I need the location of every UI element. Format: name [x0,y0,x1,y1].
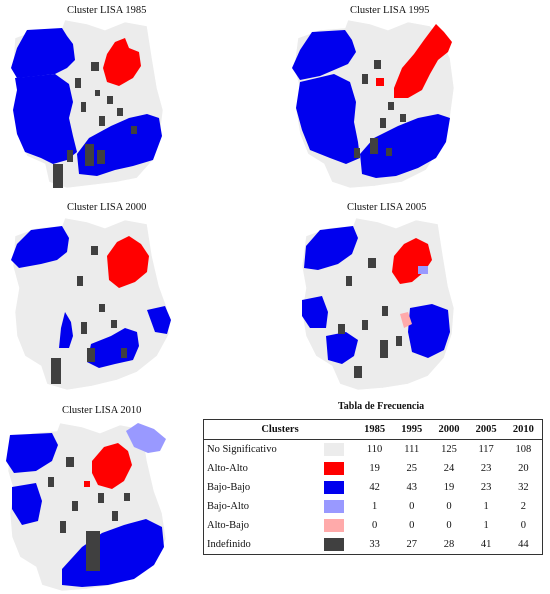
column-header-clusters: Clusters [203,419,357,440]
table-cell: 19 [369,463,380,474]
table-cell: 25 [406,463,418,474]
table-cell: 110 [366,444,383,455]
table-cell: 0 [446,520,452,531]
table-cell: 0 [409,520,415,531]
table-cell: 111 [404,444,420,455]
table-cell: 0 [409,501,415,512]
map-2000 [11,217,171,391]
column-header-1985: 1985 [356,419,394,440]
table-cell: 1 [483,520,489,531]
color-swatch-bajo-bajo [324,481,345,494]
table-row: Alto-Alto 19 25 24 23 20 [204,459,543,478]
table-cell: 1 [371,501,378,512]
map-title-2000: Cluster LISA 2000 [67,202,147,213]
table-cell: 0 [371,520,378,531]
row-label: Indefinido [207,539,251,550]
map-2005 [301,217,455,391]
table-cell: 2 [520,501,526,512]
row-label: Alto-Alto [207,463,248,474]
map-title-2010: Cluster LISA 2010 [62,405,142,416]
column-header-1995: 1995 [393,419,431,440]
table-cell: 117 [478,444,494,455]
table-cell: 43 [406,482,418,493]
table-cell: 28 [443,539,455,550]
column-header-2005: 2005 [467,419,505,440]
table-cell: 108 [515,444,532,455]
table-row: Bajo-Alto 1 0 0 1 2 [204,497,543,516]
frequency-table: Clusters 1985 1995 2000 2005 2010 No Sig… [203,419,543,555]
color-swatch-no-significativo [324,443,345,456]
table-cell: 19 [443,482,455,493]
table-cell: 23 [480,482,492,493]
table-cell: 33 [369,539,380,550]
map-2010 [6,422,167,592]
map-1995 [292,19,455,189]
table-cell: 1 [483,501,489,512]
table-cell: 0 [446,501,452,512]
table-row: Indefinido 33 27 28 41 44 [204,535,543,555]
table-row: Bajo-Bajo 42 43 19 23 32 [204,478,543,497]
table-cell: 23 [480,463,492,474]
row-label: No Significativo [207,444,277,455]
color-swatch-bajo-alto [324,500,345,513]
table-row: Alto-Bajo 0 0 0 1 0 [204,516,543,535]
frequency-table-title: Tabla de Frecuencia [338,401,425,412]
row-label: Bajo-Alto [207,501,249,512]
color-swatch-alto-bajo [324,519,345,532]
table-cell: 32 [518,482,529,493]
column-header-2000: 2000 [430,419,468,440]
column-header-2010: 2010 [504,419,543,440]
map-title-2005: Cluster LISA 2005 [347,202,427,213]
row-label: Alto-Bajo [207,520,249,531]
table-row: No Significativo 110 111 125 117 108 [204,440,543,460]
color-swatch-alto-alto [324,462,345,475]
table-cell: 125 [441,444,457,455]
table-header-row: Clusters 1985 1995 2000 2005 2010 [203,419,543,440]
color-swatch-indefinido [324,538,345,551]
row-label: Bajo-Bajo [207,482,251,493]
table-cell: 24 [443,463,455,474]
map-title-1985: Cluster LISA 1985 [67,5,147,16]
table-cell: 27 [406,539,418,550]
map-1985 [11,19,164,189]
table-cell: 42 [369,482,380,493]
table-cell: 0 [520,520,526,531]
map-title-1995: Cluster LISA 1995 [350,5,430,16]
table-cell: 20 [518,463,529,474]
table-cell: 41 [480,539,492,550]
table-cell: 44 [518,539,529,550]
